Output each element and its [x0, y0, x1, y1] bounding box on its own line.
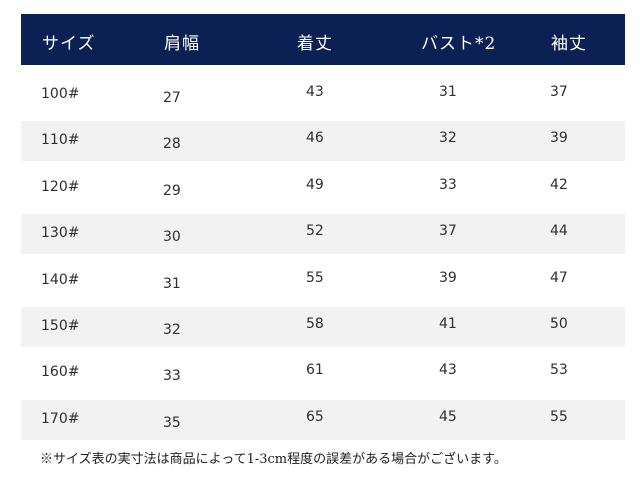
cell-shoulder: 35: [163, 415, 181, 431]
cell-shoulder: 31: [163, 276, 181, 292]
cell-size: 130#: [41, 225, 80, 241]
cell-sleeve: 53: [550, 362, 568, 378]
header-sleeve-length: 袖丈: [551, 34, 587, 54]
cell-bust: 37: [439, 223, 457, 239]
header-bust: バスト*2: [421, 34, 497, 54]
cell-sleeve: 37: [550, 84, 568, 100]
cell-length: 61: [306, 362, 324, 378]
cell-sleeve: 44: [550, 223, 568, 239]
cell-shoulder: 32: [163, 322, 181, 338]
cell-size: 120#: [41, 179, 80, 195]
cell-length: 55: [306, 270, 324, 286]
table-row: 150# 32 58 41 50: [21, 307, 625, 347]
size-table-header: サイズ 肩幅 着丈 バスト*2 袖丈: [21, 14, 625, 65]
cell-length: 52: [306, 223, 324, 239]
cell-shoulder: 33: [163, 368, 181, 384]
cell-shoulder: 29: [163, 183, 181, 199]
cell-sleeve: 39: [550, 130, 568, 146]
cell-bust: 43: [439, 362, 457, 378]
cell-sleeve: 47: [550, 270, 568, 286]
table-row: 120# 29 49 33 42: [21, 168, 625, 208]
table-row: 140# 31 55 39 47: [21, 261, 625, 301]
cell-size: 150#: [41, 318, 80, 334]
cell-size: 160#: [41, 364, 80, 380]
table-row: 130# 30 52 37 44: [21, 214, 625, 254]
header-length: 着丈: [297, 34, 333, 54]
size-disclaimer-note: ※サイズ表の実寸法は商品によって1-3cm程度の誤差がある場合がございます。: [40, 452, 507, 467]
cell-shoulder: 30: [163, 229, 181, 245]
cell-size: 110#: [41, 132, 80, 148]
cell-sleeve: 42: [550, 177, 568, 193]
table-row: 170# 35 65 45 55: [21, 400, 625, 440]
cell-length: 49: [306, 177, 324, 193]
cell-shoulder: 28: [163, 136, 181, 152]
table-row: 160# 33 61 43 53: [21, 353, 625, 393]
cell-size: 100#: [41, 86, 80, 102]
cell-length: 46: [306, 130, 324, 146]
cell-length: 65: [306, 409, 324, 425]
cell-bust: 45: [439, 409, 457, 425]
cell-bust: 39: [439, 270, 457, 286]
header-size: サイズ: [42, 34, 96, 54]
cell-bust: 41: [439, 316, 457, 332]
cell-sleeve: 50: [550, 316, 568, 332]
header-shoulder-width: 肩幅: [164, 34, 200, 54]
cell-sleeve: 55: [550, 409, 568, 425]
cell-bust: 32: [439, 130, 457, 146]
cell-bust: 31: [439, 84, 457, 100]
cell-length: 58: [306, 316, 324, 332]
cell-size: 170#: [41, 411, 80, 427]
cell-length: 43: [306, 84, 324, 100]
cell-shoulder: 27: [163, 90, 181, 106]
table-row: 110# 28 46 32 39: [21, 121, 625, 161]
table-row: 100# 27 43 31 37: [21, 75, 625, 115]
cell-bust: 33: [439, 177, 457, 193]
cell-size: 140#: [41, 272, 80, 288]
